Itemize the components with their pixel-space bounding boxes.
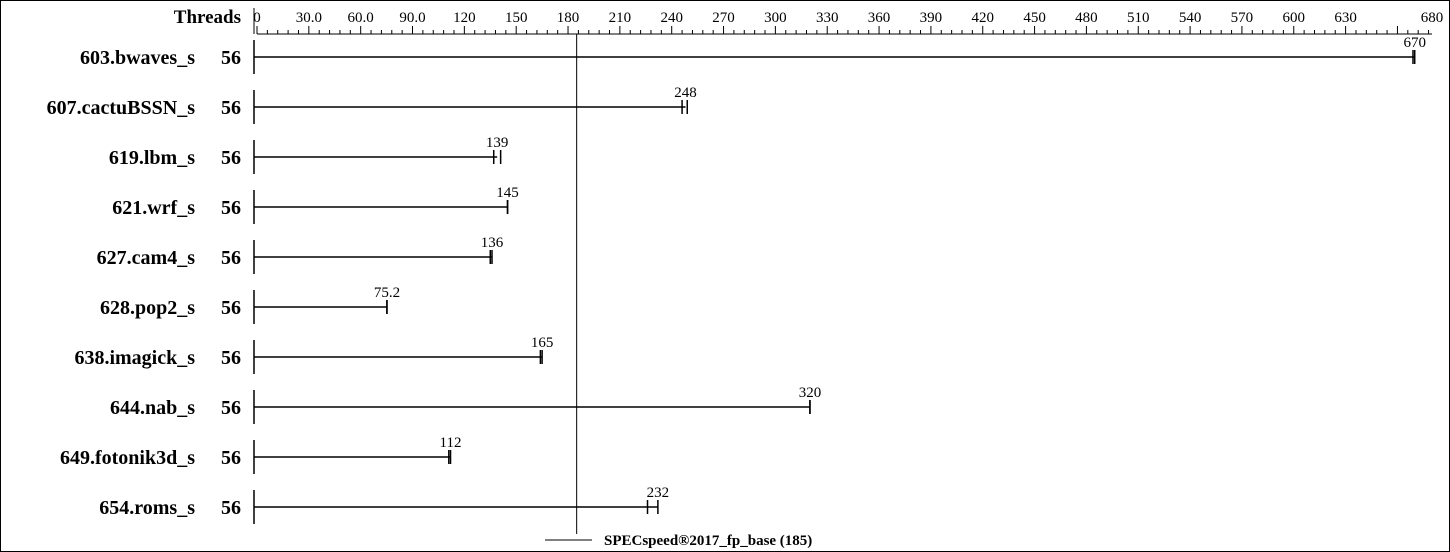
x-tick-label: 270 (712, 10, 735, 26)
x-tick-label: 680 (1421, 10, 1444, 26)
benchmark-row: 644.nab_s 56 320 (110, 385, 821, 424)
x-tick-label: 90.0 (399, 10, 425, 26)
value-label: 136 (481, 235, 504, 251)
benchmark-name: 619.lbm_s (109, 147, 195, 169)
value-label: 232 (647, 485, 670, 501)
x-tick-label: 180 (557, 10, 580, 26)
value-label: 165 (531, 335, 554, 351)
thread-count: 56 (221, 47, 241, 69)
x-tick-label: 540 (1179, 10, 1202, 26)
threads-header: Threads (174, 7, 241, 28)
x-tick-label: 420 (971, 10, 994, 26)
x-tick-label: 150 (505, 10, 528, 26)
thread-count: 56 (221, 97, 241, 119)
x-tick-label: 30.0 (296, 10, 322, 26)
value-label: 320 (799, 385, 822, 401)
benchmark-name: 654.roms_s (99, 497, 195, 519)
value-label: 112 (440, 435, 462, 451)
benchmark-name: 638.imagick_s (74, 347, 195, 369)
benchmark-row: 628.pop2_s 56 75.2 (100, 285, 400, 324)
benchmark-row: 654.roms_s 56 232 (99, 485, 669, 524)
thread-count: 56 (221, 497, 241, 519)
benchmark-rows: 603.bwaves_s 56 670 607.cactuBSSN_s 56 248 619… (47, 35, 1426, 524)
x-tick-label: 630 (1334, 10, 1357, 26)
benchmark-row: 627.cam4_s 56 136 (97, 235, 504, 274)
x-tick-label: 480 (1075, 10, 1098, 26)
x-tick-label: 60.0 (348, 10, 374, 26)
value-label: 670 (1403, 35, 1426, 51)
x-tick-label: 510 (1127, 10, 1150, 26)
x-tick-label: 450 (1023, 10, 1046, 26)
value-label: 139 (486, 135, 509, 151)
thread-count: 56 (221, 347, 241, 369)
benchmark-row: 603.bwaves_s 56 670 (80, 35, 1426, 74)
legend-label: SPECspeed®2017_fp_base (185) (604, 533, 812, 549)
benchmark-name: 649.fotonik3d_s (60, 447, 195, 469)
value-label: 75.2 (374, 285, 400, 301)
thread-count: 56 (221, 447, 241, 469)
thread-count: 56 (221, 147, 241, 169)
benchmark-name: 603.bwaves_s (80, 47, 195, 69)
x-axis: 0 30.0 60.0 90.0 120 150 180 210 240 270 300 330 360… (253, 8, 1444, 35)
benchmark-row: 649.fotonik3d_s 56 112 (60, 435, 462, 474)
x-tick-label: 210 (609, 10, 632, 26)
x-tick-label: 120 (453, 10, 476, 26)
benchmark-name: 607.cactuBSSN_s (47, 97, 196, 119)
x-tick-label: 390 (920, 10, 943, 26)
x-tick-label: 0 (253, 10, 261, 26)
value-label: 248 (674, 85, 697, 101)
benchmark-name: 627.cam4_s (97, 247, 196, 269)
reference-line-group: SPECspeed®2017_fp_base (185) (545, 34, 812, 549)
x-tick-label: 360 (868, 10, 891, 26)
thread-count: 56 (221, 197, 241, 219)
thread-count: 56 (221, 247, 241, 269)
benchmark-name: 621.wrf_s (112, 197, 195, 219)
benchmark-name: 628.pop2_s (100, 297, 195, 319)
x-tick-label: 330 (816, 10, 839, 26)
value-label: 145 (496, 185, 519, 201)
benchmark-row: 638.imagick_s 56 165 (74, 335, 553, 374)
benchmark-row: 619.lbm_s 56 139 (109, 135, 509, 174)
benchmark-row: 607.cactuBSSN_s 56 248 (47, 85, 697, 124)
x-tick-label: 240 (660, 10, 683, 26)
thread-count: 56 (221, 397, 241, 419)
x-tick-label: 570 (1231, 10, 1254, 26)
x-tick-label: 300 (764, 10, 787, 26)
x-tick-label: 600 (1283, 10, 1306, 26)
benchmark-name: 644.nab_s (110, 397, 195, 419)
benchmark-row: 621.wrf_s 56 145 (112, 185, 519, 224)
thread-count: 56 (221, 297, 241, 319)
